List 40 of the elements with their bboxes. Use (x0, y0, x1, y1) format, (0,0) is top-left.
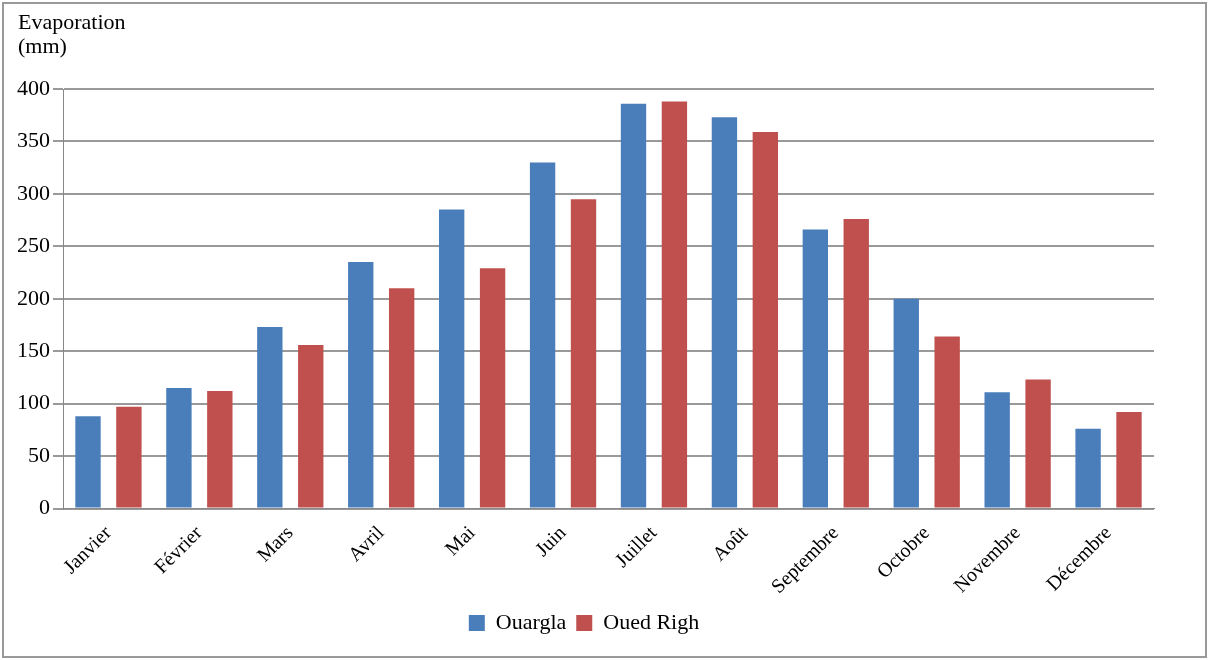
y-tick-label: 150 (17, 337, 50, 362)
y-tick-label: 250 (17, 232, 50, 258)
bar (802, 229, 829, 508)
bar (166, 387, 192, 508)
bar (570, 199, 597, 508)
bar (1116, 412, 1142, 508)
bar (1075, 428, 1101, 508)
bar (207, 391, 233, 508)
y-tick-label: 300 (17, 179, 50, 205)
y-tick-label: 50 (28, 441, 50, 467)
x-tick-label: Juin (530, 521, 570, 561)
x-tick-label: Août (707, 520, 752, 565)
bar (752, 132, 779, 508)
y-tick-label: 100 (17, 389, 50, 415)
bar (711, 117, 738, 508)
bar (893, 298, 919, 508)
bar (116, 406, 142, 508)
bar (1025, 379, 1051, 508)
y-axis-title: Evaporation (mm) (18, 9, 127, 58)
bar (388, 288, 415, 508)
bar (984, 392, 1010, 508)
bar (843, 219, 869, 508)
bar (620, 103, 647, 508)
y-tick-label: 0 (39, 494, 50, 520)
bar (479, 268, 506, 508)
bar (75, 416, 101, 508)
bar (257, 327, 283, 508)
x-tick-label: Mai (440, 520, 479, 560)
x-tick-label: Mars (252, 520, 297, 566)
y-tick-label: 350 (17, 127, 50, 153)
y-tick-label: 200 (17, 284, 50, 310)
bar (661, 101, 688, 508)
legend-label: Oued Righ (603, 608, 700, 634)
bar (934, 336, 960, 508)
bar (348, 262, 374, 508)
legend-label: Ouargla (495, 608, 567, 634)
bar (529, 162, 556, 508)
bar (438, 209, 465, 508)
bar (298, 344, 324, 508)
y-tick-label: 400 (17, 74, 50, 100)
